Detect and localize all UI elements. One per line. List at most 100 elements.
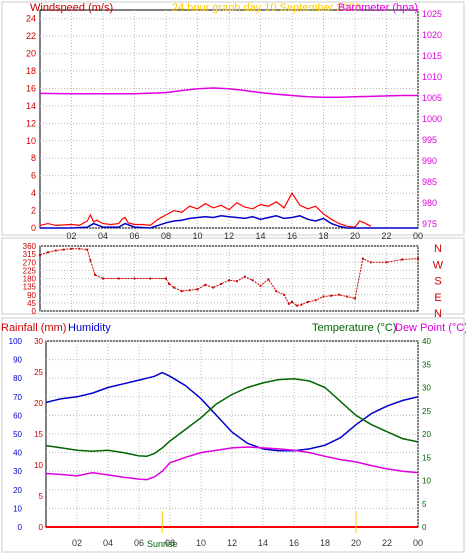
barometer-tick: 1005 xyxy=(422,93,442,103)
compass-label: E xyxy=(434,292,441,304)
humidity-tick: 50 xyxy=(13,430,22,439)
direction-tick: 0 xyxy=(32,307,37,316)
temperature-line xyxy=(45,377,419,458)
humidity-tick: 30 xyxy=(13,467,22,476)
climate-hour-tick: 04 xyxy=(103,538,113,548)
direction-tick: 315 xyxy=(23,250,37,259)
barometer-tick: 1000 xyxy=(422,114,442,124)
wind-hour-tick: 04 xyxy=(98,231,108,241)
windspeed-tick: 0 xyxy=(31,223,36,233)
barometer-tick: 995 xyxy=(422,135,437,145)
windspeed-tick: 12 xyxy=(26,118,36,128)
direction-point xyxy=(94,273,97,276)
rain-tick: 15 xyxy=(34,430,43,439)
wind-hour-tick: 22 xyxy=(381,231,391,241)
direction-tick: 180 xyxy=(23,275,37,284)
barometer-tick: 1020 xyxy=(422,30,442,40)
climate-hour-tick: 14 xyxy=(258,538,268,548)
barometer-tick: 1015 xyxy=(422,51,442,61)
humidity-tick: 0 xyxy=(18,523,23,532)
temperature-tick: 40 xyxy=(422,337,431,346)
humidity-tick: 20 xyxy=(13,486,22,495)
rain-tick: 10 xyxy=(34,461,43,470)
humidity-tick: 70 xyxy=(13,393,22,402)
rain-tick: 5 xyxy=(39,492,44,501)
climate-hour-tick: 16 xyxy=(289,538,299,548)
humidity-line xyxy=(45,371,419,452)
windspeed-title: Windspeed (m/s) xyxy=(30,2,113,14)
compass-label: N xyxy=(434,308,442,320)
humidity-tick: 40 xyxy=(13,449,22,458)
wind-gust-line xyxy=(39,191,372,228)
climate-hour-tick: 10 xyxy=(196,538,206,548)
barometer-line xyxy=(39,87,418,98)
barometer-tick: 1010 xyxy=(422,72,442,82)
windspeed-tick: 20 xyxy=(26,49,36,59)
direction-point xyxy=(354,297,356,300)
direction-tick: 135 xyxy=(23,283,37,292)
direction-point xyxy=(196,288,199,291)
direction-panel-border xyxy=(1,237,465,315)
rain-tick: 30 xyxy=(34,337,43,346)
humidity-tick: 80 xyxy=(13,374,22,383)
direction-point xyxy=(89,259,92,262)
compass-label: S xyxy=(434,276,441,288)
windspeed-tick: 16 xyxy=(26,83,36,93)
graph-date-title: 24 hour graph day 10 September 2023 xyxy=(172,2,361,14)
windspeed-tick: 6 xyxy=(31,171,36,181)
barometer-tick: 980 xyxy=(422,198,437,208)
direction-tick: 45 xyxy=(27,299,36,308)
direction-point xyxy=(70,247,73,250)
temperature-tick: 30 xyxy=(422,384,431,393)
sunrise-label: Sunrise xyxy=(147,539,178,549)
rain-tick: 0 xyxy=(39,523,44,532)
windspeed-tick: 2 xyxy=(31,206,36,216)
wind-hour-tick: 00 xyxy=(413,231,423,241)
temperature-tick: 10 xyxy=(422,477,431,486)
windspeed-tick: 8 xyxy=(31,153,36,163)
wind-hour-tick: 20 xyxy=(350,231,360,241)
climate-panel-border xyxy=(1,317,465,553)
rain-tick: 20 xyxy=(34,399,43,408)
humidity-tick: 100 xyxy=(9,337,23,346)
wind-hour-tick: 08 xyxy=(161,231,171,241)
windspeed-tick: 10 xyxy=(26,136,36,146)
dewpoint-line xyxy=(45,446,419,481)
direction-point xyxy=(168,282,171,285)
barometer-tick: 990 xyxy=(422,156,437,166)
direction-point xyxy=(102,277,104,280)
windspeed-tick: 24 xyxy=(26,14,36,24)
compass-label: N xyxy=(434,243,442,255)
windspeed-tick: 14 xyxy=(26,101,36,111)
barometer-tick: 975 xyxy=(422,219,437,229)
direction-point xyxy=(295,304,298,307)
direction-point xyxy=(330,294,333,297)
climate-hour-tick: 00 xyxy=(413,538,423,548)
humidity-tick: 90 xyxy=(13,356,22,365)
compass-label: W xyxy=(433,259,444,271)
wind-hour-tick: 12 xyxy=(224,231,234,241)
direction-point xyxy=(172,286,175,289)
barometer-tick: 985 xyxy=(422,177,437,187)
temperature-tick: 15 xyxy=(422,453,431,462)
direction-point xyxy=(212,286,215,289)
climate-hour-tick: 18 xyxy=(320,538,330,548)
wind-hour-tick: 06 xyxy=(129,231,139,241)
temperature-label: Temperature (°C) xyxy=(312,322,396,334)
direction-point xyxy=(39,254,41,257)
direction-point xyxy=(401,258,404,261)
climate-hour-tick: 06 xyxy=(134,538,144,548)
wind-plot-area xyxy=(39,9,419,229)
direction-point xyxy=(46,251,49,254)
barometer-title: Barometer (hpa) xyxy=(338,2,418,14)
direction-point xyxy=(180,290,183,293)
temperature-tick: 20 xyxy=(422,430,431,439)
wind-average-line xyxy=(40,215,418,229)
climate-hour-tick: 02 xyxy=(72,538,82,548)
direction-tick: 360 xyxy=(23,242,37,251)
temperature-tick: 35 xyxy=(422,360,431,369)
humidity-tick: 10 xyxy=(13,504,22,513)
humidity-tick: 60 xyxy=(13,411,22,420)
wind-hour-tick: 16 xyxy=(287,231,297,241)
